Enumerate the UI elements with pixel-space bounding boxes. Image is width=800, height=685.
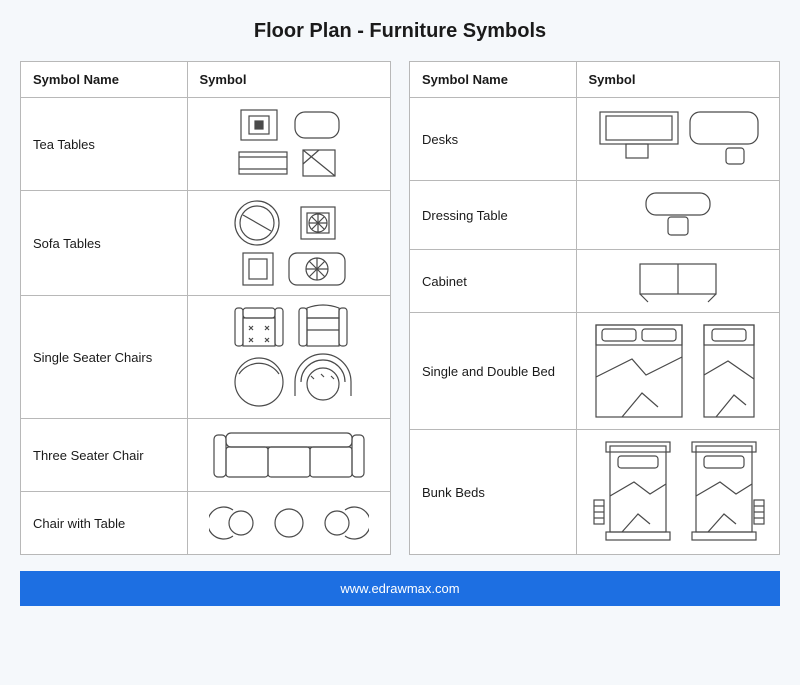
table-header-row: Symbol Name Symbol [410, 62, 780, 98]
row-label: Bunk Beds [410, 430, 577, 555]
row-label: Chair with Table [21, 492, 188, 555]
table-row: Bunk Beds [410, 430, 780, 555]
table-header-row: Symbol Name Symbol [21, 62, 391, 98]
table-row: Single Seater Chairs [21, 296, 391, 419]
table-row: Desks [410, 98, 780, 181]
left-table: Symbol Name Symbol Tea Tables [20, 61, 391, 555]
table-row: Single and Double Bed [410, 313, 780, 430]
page: Floor Plan - Furniture Symbols Symbol Na… [0, 0, 800, 618]
symbol-desks [576, 98, 780, 181]
table-row: Chair with Table [21, 492, 391, 555]
table-row: Sofa Tables [21, 191, 391, 296]
tables-wrap: Symbol Name Symbol Tea Tables [20, 61, 780, 555]
row-label: Tea Tables [21, 98, 188, 191]
symbol-cabinet [576, 250, 780, 313]
col-name: Symbol Name [21, 62, 188, 98]
col-name: Symbol Name [410, 62, 577, 98]
row-label: Three Seater Chair [21, 419, 188, 492]
table-row: Dressing Table [410, 181, 780, 250]
footer-text: www.edrawmax.com [340, 581, 459, 596]
table-row: Cabinet [410, 250, 780, 313]
symbol-single-seater-chairs [187, 296, 391, 419]
footer-bar: www.edrawmax.com [20, 571, 780, 606]
row-label: Single Seater Chairs [21, 296, 188, 419]
col-symbol: Symbol [576, 62, 780, 98]
symbol-tea-tables [187, 98, 391, 191]
symbol-dressing-table [576, 181, 780, 250]
row-label: Single and Double Bed [410, 313, 577, 430]
symbol-sofa-tables [187, 191, 391, 296]
right-table: Symbol Name Symbol Desks [409, 61, 780, 555]
row-label: Dressing Table [410, 181, 577, 250]
symbol-three-seater-chair [187, 419, 391, 492]
symbol-bunk-beds [576, 430, 780, 555]
table-row: Tea Tables [21, 98, 391, 191]
symbol-single-and-double-bed [576, 313, 780, 430]
row-label: Cabinet [410, 250, 577, 313]
col-symbol: Symbol [187, 62, 391, 98]
symbol-chair-with-table [187, 492, 391, 555]
page-title: Floor Plan - Furniture Symbols [20, 20, 780, 43]
row-label: Desks [410, 98, 577, 181]
table-row: Three Seater Chair [21, 419, 391, 492]
row-label: Sofa Tables [21, 191, 188, 296]
